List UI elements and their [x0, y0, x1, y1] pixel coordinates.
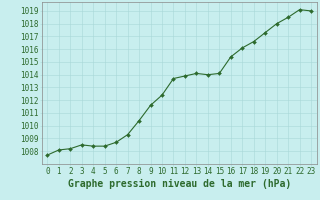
- X-axis label: Graphe pression niveau de la mer (hPa): Graphe pression niveau de la mer (hPa): [68, 179, 291, 189]
